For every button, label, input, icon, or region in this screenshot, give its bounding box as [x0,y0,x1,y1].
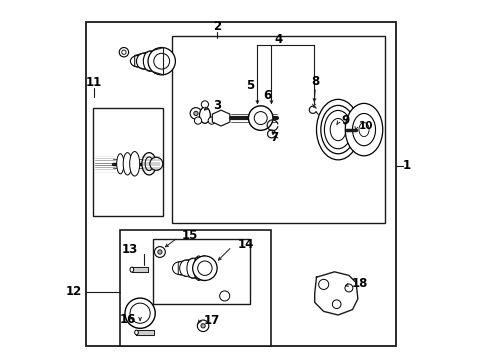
Text: 2: 2 [213,21,221,33]
Circle shape [119,48,128,57]
Circle shape [201,101,208,108]
Ellipse shape [199,107,210,123]
Text: 9: 9 [340,114,348,127]
Text: 7: 7 [269,131,278,144]
Ellipse shape [193,256,203,280]
Circle shape [194,117,201,124]
Circle shape [248,106,272,130]
Text: 10: 10 [358,121,373,131]
Polygon shape [314,272,357,315]
Bar [120,230,271,346]
Circle shape [254,112,266,125]
Ellipse shape [186,258,198,278]
Ellipse shape [123,153,132,175]
Text: 14: 14 [237,238,253,251]
Circle shape [344,284,352,292]
Ellipse shape [143,51,156,71]
Circle shape [332,300,340,309]
Ellipse shape [172,262,186,275]
Text: 15: 15 [181,229,198,242]
Ellipse shape [358,122,368,137]
Ellipse shape [150,49,162,73]
Ellipse shape [329,118,346,141]
Polygon shape [178,256,204,281]
Text: 3: 3 [212,99,221,112]
Circle shape [201,324,205,328]
Text: 17: 17 [204,314,220,327]
Circle shape [197,261,212,275]
Circle shape [192,256,217,280]
Bar [172,36,384,223]
Ellipse shape [324,111,351,149]
Text: 18: 18 [351,277,367,290]
Text: 5: 5 [245,79,253,92]
Circle shape [219,291,229,301]
Circle shape [318,279,328,289]
Polygon shape [132,267,148,272]
Circle shape [208,117,215,124]
Circle shape [122,50,126,54]
Bar [152,239,249,304]
Text: 4: 4 [274,33,282,46]
Polygon shape [136,330,154,335]
Ellipse shape [320,105,355,154]
Polygon shape [134,48,163,75]
Circle shape [190,108,201,119]
Ellipse shape [179,260,192,276]
Ellipse shape [352,113,375,146]
Ellipse shape [134,330,138,335]
Ellipse shape [316,99,359,160]
Ellipse shape [142,153,156,175]
Ellipse shape [345,103,382,156]
Ellipse shape [145,157,153,171]
Ellipse shape [129,152,140,176]
Bar [93,108,163,216]
Text: 12: 12 [65,285,81,298]
Ellipse shape [130,55,146,67]
Circle shape [149,157,163,170]
Ellipse shape [130,267,133,272]
Ellipse shape [117,154,123,174]
Text: 16: 16 [120,313,136,326]
Ellipse shape [136,53,151,69]
Circle shape [197,320,208,332]
Text: 6: 6 [263,89,271,102]
Circle shape [193,111,198,116]
Polygon shape [212,110,229,126]
Circle shape [158,250,162,254]
Circle shape [130,303,150,323]
Circle shape [153,53,169,69]
Circle shape [148,48,175,75]
Circle shape [125,298,155,328]
Bar [86,22,395,346]
Circle shape [154,247,165,257]
Text: 13: 13 [122,243,138,256]
Text: 1: 1 [402,159,410,172]
Text: 8: 8 [311,75,319,88]
Text: 11: 11 [86,76,102,89]
